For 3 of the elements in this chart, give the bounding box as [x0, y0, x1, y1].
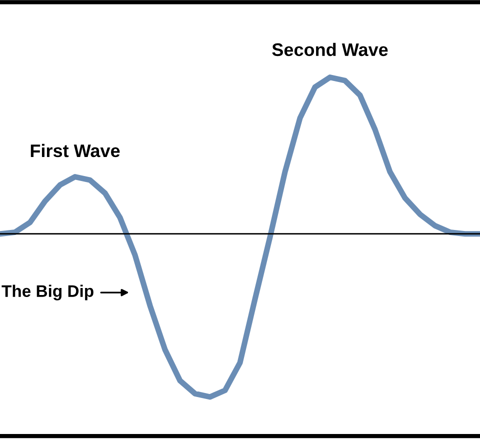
annotation: The Big Dip — [2, 284, 94, 300]
annotation: First Wave — [30, 144, 120, 158]
text: Second Wave — [272, 42, 388, 56]
